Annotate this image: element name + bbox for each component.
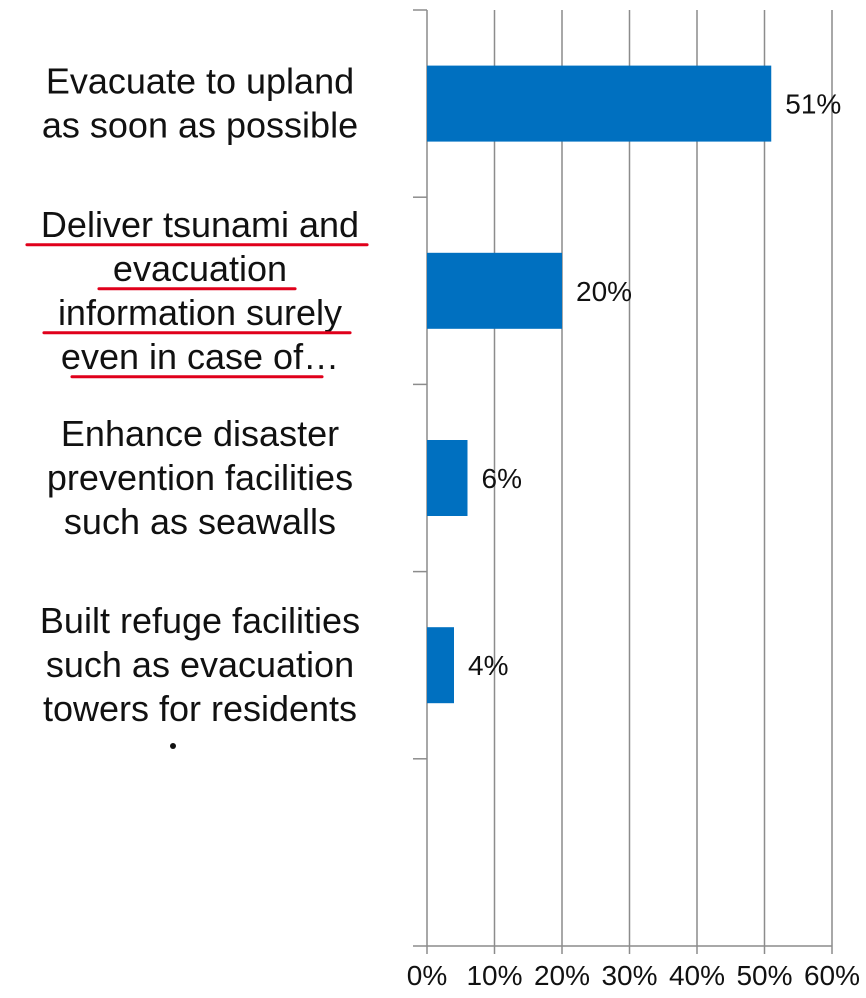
- category-label: such as seawalls: [64, 501, 336, 542]
- bar: [427, 440, 468, 516]
- x-tick-label: 30%: [601, 960, 657, 991]
- x-tick-label: 40%: [669, 960, 725, 991]
- grid-lines: [493, 10, 833, 946]
- bar: [427, 252, 562, 329]
- data-label: 20%: [576, 276, 632, 307]
- data-label: 6%: [482, 463, 522, 494]
- category-label: even in case of…: [61, 336, 339, 377]
- x-tick-label: 60%: [804, 960, 860, 991]
- category-label: Built refuge facilities: [40, 600, 360, 641]
- category-label: towers for residents: [43, 688, 357, 729]
- category-label: evacuation: [113, 248, 287, 289]
- category-label: such as evacuation: [46, 644, 354, 685]
- x-tick-label: 10%: [466, 960, 522, 991]
- data-labels: 51% 20% 6% 4%: [468, 89, 841, 682]
- axes: [413, 9, 833, 954]
- x-tick-labels: 0% 10% 20% 30% 40% 50% 60%: [407, 960, 860, 991]
- category-label: Evacuate to upland: [46, 61, 354, 102]
- annotation-marks: [25, 243, 369, 749]
- stray-dot: [170, 743, 176, 749]
- x-tick-label: 20%: [534, 960, 590, 991]
- category-label: Deliver tsunami and: [41, 204, 359, 245]
- category-label: prevention facilities: [47, 457, 353, 498]
- data-label: 4%: [468, 650, 508, 681]
- category-label: information surely: [58, 292, 342, 333]
- bars: [427, 65, 772, 704]
- x-tick-label: 50%: [736, 960, 792, 991]
- category-label: Enhance disaster: [61, 413, 339, 454]
- bar: [427, 627, 454, 704]
- category-label: as soon as possible: [42, 105, 358, 146]
- data-label: 51%: [785, 89, 841, 120]
- x-tick-label: 0%: [407, 960, 447, 991]
- bar: [427, 65, 772, 142]
